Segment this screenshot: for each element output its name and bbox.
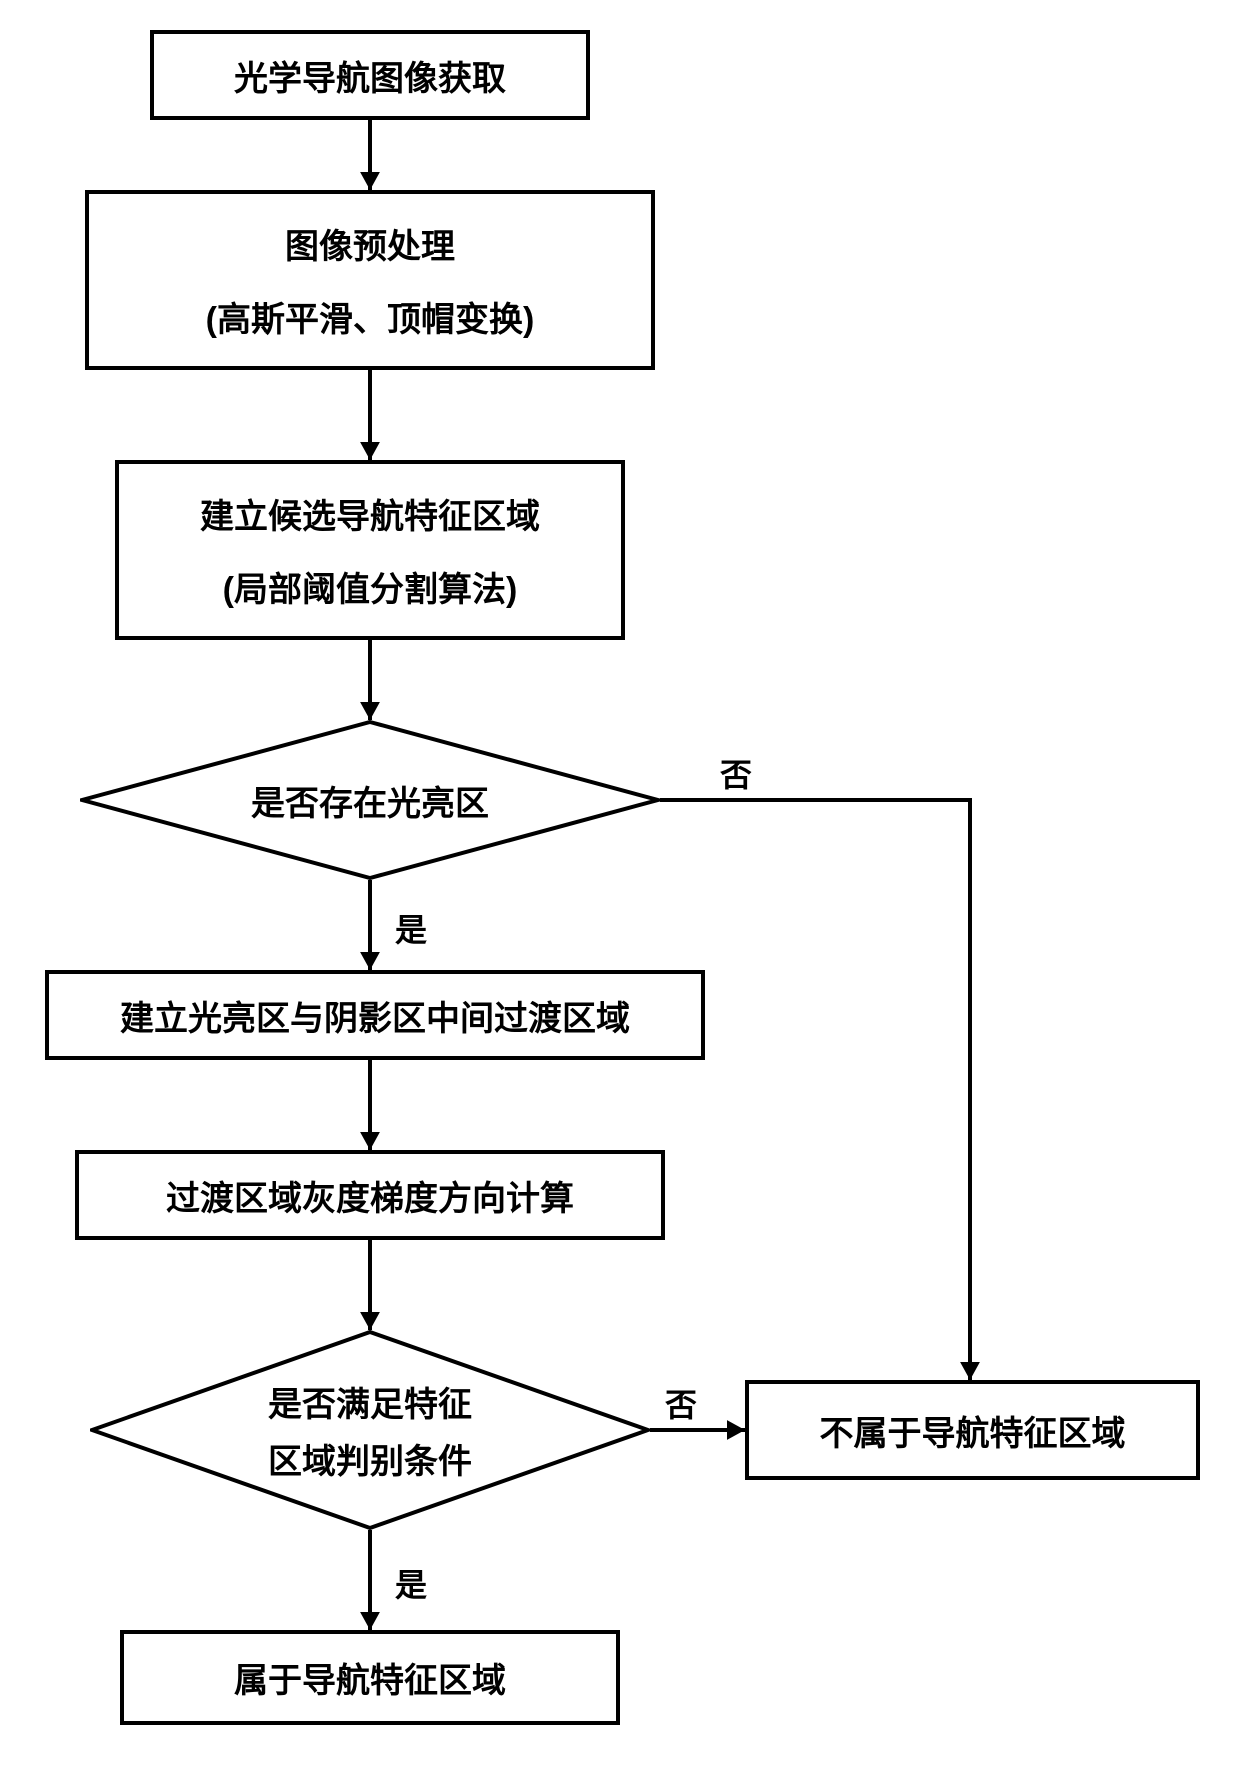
edge-label: 否 — [665, 1380, 697, 1426]
flow-decision-d2: 是否满足特征区域判别条件 — [90, 1330, 650, 1530]
node-text: 建立候选导航特征区域 — [200, 489, 540, 538]
flow-node-n4: 建立光亮区与阴影区中间过渡区域 — [45, 970, 705, 1060]
flow-node-n1: 光学导航图像获取 — [150, 30, 590, 120]
flow-node-n6: 不属于导航特征区域 — [745, 1380, 1200, 1480]
node-text: 是否存在光亮区 — [251, 776, 489, 825]
node-text: 区域判别条件 — [268, 1434, 472, 1483]
edge-label: 否 — [720, 750, 752, 796]
node-text: 建立光亮区与阴影区中间过渡区域 — [120, 991, 630, 1040]
node-text: 光学导航图像获取 — [234, 51, 506, 100]
flowchart-canvas: 光学导航图像获取图像预处理 (高斯平滑、顶帽变换) 建立候选导航特征区域 (局部阈值分… — [0, 0, 1240, 1765]
node-text: 图像预处理 — [285, 219, 455, 268]
flow-node-n2: 图像预处理 (高斯平滑、顶帽变换) — [85, 190, 655, 370]
flow-node-n5: 过渡区域灰度梯度方向计算 — [75, 1150, 665, 1240]
flow-decision-d1: 是否存在光亮区 — [80, 720, 660, 880]
node-text: 不属于导航特征区域 — [820, 1406, 1126, 1455]
edge-label: 是 — [395, 905, 427, 951]
edge-label: 是 — [395, 1560, 427, 1606]
node-text: (高斯平滑、顶帽变换) — [206, 292, 535, 341]
node-text: 属于导航特征区域 — [234, 1653, 506, 1702]
node-text: 过渡区域灰度梯度方向计算 — [166, 1171, 574, 1220]
flow-node-n7: 属于导航特征区域 — [120, 1630, 620, 1725]
node-text: 是否满足特征 — [268, 1377, 472, 1426]
flow-node-n3: 建立候选导航特征区域 (局部阈值分割算法) — [115, 460, 625, 640]
node-text: (局部阈值分割算法) — [223, 562, 518, 611]
